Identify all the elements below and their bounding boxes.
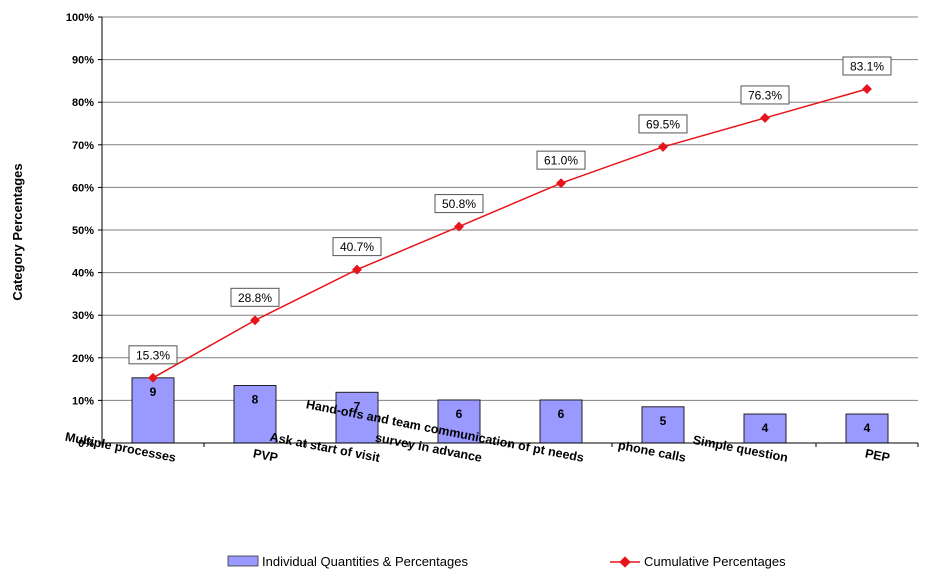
y-tick-label: 20% [72,353,94,365]
cumulative-label-text: 40.7% [340,240,374,254]
bar [335,391,379,444]
cumulative-data-label: 28.8% [230,287,280,307]
legend-bar-label: Individual Quantities & Percentages [262,554,468,569]
cumulative-label-text: 76.3% [748,88,782,102]
cumulative-data-label: 69.5% [638,114,688,134]
cumulative-point [658,141,668,152]
cumulative-label-box [740,85,790,105]
y-tick-label: 40% [72,268,94,280]
bar-value-label: 7 [354,399,361,413]
cumulative-label-text: 28.8% [238,291,272,305]
cumulative-point [352,264,362,275]
y-tick-label: 80% [72,97,94,109]
bar [131,377,175,444]
bar [743,413,787,444]
cumulative-point [148,372,158,383]
bar [437,399,481,444]
bar [233,384,277,444]
cumulative-data-label: 83.1% [842,56,892,76]
cumulative-data-label: 61.0% [536,150,586,170]
cumulative-label-box [128,345,178,365]
y-tick-label: 50% [72,225,94,237]
y-tick-label: 30% [72,310,94,322]
bar [641,406,685,444]
legend: Individual Quantities & Percentages Cumu… [227,554,786,569]
cumulative-label-text: 69.5% [646,117,680,131]
cumulative-label-box [536,150,586,170]
y-axis-label: Category Percentages [10,163,25,300]
y-tick-label: 60% [72,182,94,194]
cumulative-data-label: 76.3% [740,85,790,105]
legend-line-label: Cumulative Percentages [644,554,786,569]
cumulative-data-label: 40.7% [332,237,382,257]
bar-value-label: 9 [150,385,157,399]
y-tick-label: 100% [66,12,94,24]
cumulative-label-text: 83.1% [850,59,884,73]
cumulative-point [760,113,770,123]
x-category-label: PEP [864,446,891,465]
cumulative-label-box [230,287,280,307]
bar-value-label: 4 [864,421,871,435]
gridlines [102,16,918,401]
legend-bar-swatch [227,555,259,567]
y-tick-label: 70% [72,140,94,152]
bar-value-label: 5 [660,414,667,428]
bar-series: 9 8 7 6 6 5 4 4 [131,377,889,444]
bar-value-label: 8 [252,392,259,406]
cumulative-label-box [638,114,688,134]
cumulative-point [862,84,872,94]
cumulative-point [454,221,464,232]
cumulative-line-series: 15.3% 28.8% 40.7% 50.8% 61.0% 69.5% 76.3% 83.1% [128,56,892,383]
cumulative-label-text: 15.3% [136,348,170,362]
cumulative-label-text: 50.8% [442,197,476,211]
legend-line-marker [619,556,631,568]
cumulative-point [250,315,260,326]
cumulative-point [556,178,566,189]
cumulative-data-label: 15.3% [128,345,178,365]
y-axis-ticks: 0% 10% 20% 30% 40% 50% 60% 70% 80% 90% 100% [66,12,102,450]
cumulative-line [152,88,868,379]
bar-value-label: 6 [456,407,463,421]
cumulative-label-box [434,194,484,214]
bar-value-label: 4 [762,421,769,435]
cumulative-label-box [842,56,892,76]
y-tick-label: 0% [78,438,94,450]
bar-value-label: 6 [558,407,565,421]
cumulative-label-text: 61.0% [544,154,578,168]
cumulative-data-label: 50.8% [434,194,484,214]
y-tick-label: 10% [72,395,94,407]
cumulative-label-box [332,237,382,257]
y-tick-label: 90% [72,55,94,67]
x-category-label: PVP [252,446,279,465]
